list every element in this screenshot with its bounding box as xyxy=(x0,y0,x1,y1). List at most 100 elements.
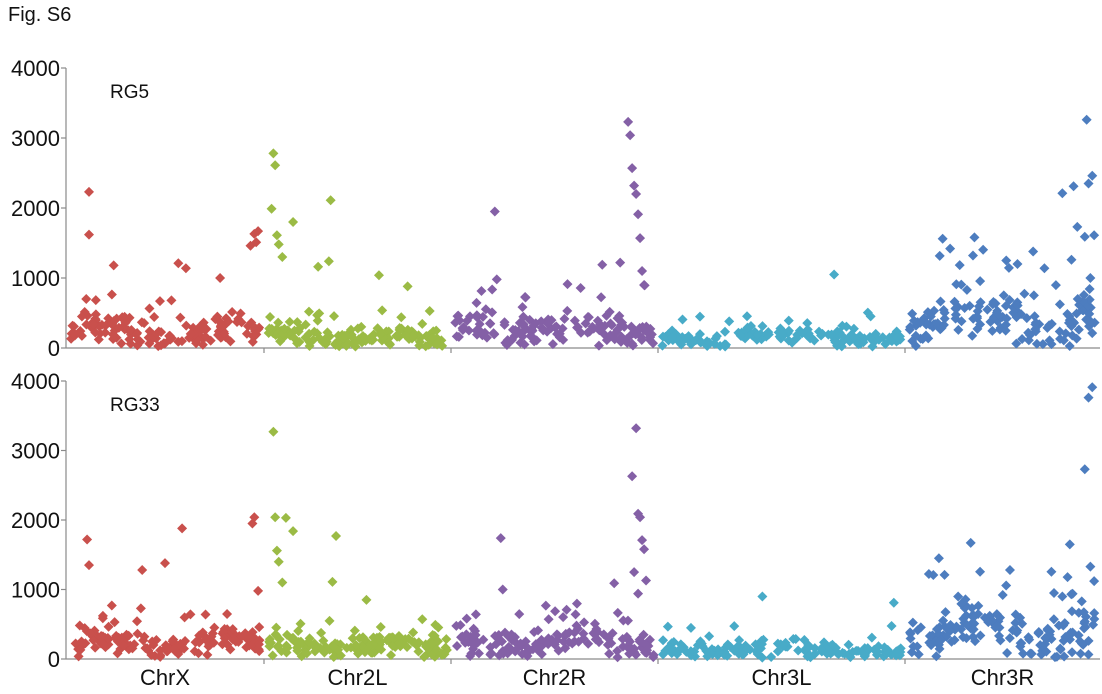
data-point xyxy=(265,312,276,323)
data-point xyxy=(69,329,80,340)
data-point xyxy=(1058,335,1069,346)
data-point xyxy=(427,332,438,343)
data-point xyxy=(839,648,850,659)
data-point xyxy=(461,613,472,624)
data-point xyxy=(219,328,230,339)
data-point xyxy=(1004,633,1015,644)
data-point xyxy=(862,307,873,318)
data-point xyxy=(300,647,311,658)
data-point xyxy=(970,636,981,647)
data-point xyxy=(487,284,498,295)
data-point xyxy=(149,312,160,322)
data-point xyxy=(972,306,983,317)
data-point xyxy=(175,312,186,323)
data-point xyxy=(949,635,960,646)
data-point xyxy=(633,588,644,599)
data-point xyxy=(1011,312,1022,323)
data-point xyxy=(953,324,964,335)
data-point xyxy=(143,332,154,343)
data-point xyxy=(612,607,623,618)
data-point xyxy=(1079,231,1090,242)
data-point xyxy=(484,318,495,329)
data-point xyxy=(1037,339,1048,350)
data-point xyxy=(458,322,469,333)
data-point xyxy=(339,330,350,341)
data-point xyxy=(222,609,233,620)
data-point xyxy=(264,636,275,647)
data-point xyxy=(961,633,972,644)
data-point xyxy=(189,646,200,657)
data-point xyxy=(497,584,508,595)
data-point xyxy=(578,628,589,639)
data-point xyxy=(622,615,633,626)
data-point xyxy=(215,273,226,283)
data-point xyxy=(987,325,998,336)
data-point xyxy=(888,597,899,608)
data-point xyxy=(90,295,101,306)
data-point xyxy=(471,297,482,308)
data-point xyxy=(486,648,497,659)
data-point xyxy=(169,644,180,655)
data-point xyxy=(324,615,335,626)
data-point xyxy=(983,617,994,628)
data-point xyxy=(352,323,363,334)
data-point xyxy=(596,292,607,303)
data-point xyxy=(107,329,118,340)
data-point xyxy=(912,641,923,652)
data-point xyxy=(870,328,881,339)
data-point xyxy=(1078,289,1089,300)
data-point xyxy=(658,635,669,646)
data-point xyxy=(1001,580,1012,591)
data-point xyxy=(662,621,673,632)
data-point xyxy=(933,553,944,564)
data-point xyxy=(271,230,282,241)
data-point xyxy=(1066,606,1077,617)
data-point xyxy=(631,189,642,199)
data-point xyxy=(236,317,247,328)
data-point xyxy=(197,324,208,335)
data-point xyxy=(1059,618,1070,629)
data-point xyxy=(657,340,668,351)
data-point xyxy=(780,637,791,648)
data-point xyxy=(209,622,220,633)
x-category-label: Chr2R xyxy=(523,665,587,690)
data-point xyxy=(597,259,608,270)
data-point xyxy=(561,604,572,615)
data-point xyxy=(1029,311,1040,322)
data-point xyxy=(826,329,837,340)
data-point xyxy=(959,302,970,313)
data-point xyxy=(319,647,330,658)
data-point xyxy=(1087,328,1098,339)
data-point xyxy=(267,650,278,661)
data-point xyxy=(562,305,573,316)
data-point xyxy=(82,534,93,545)
data-point xyxy=(75,644,86,655)
data-point xyxy=(276,646,287,657)
data-point xyxy=(1028,290,1039,301)
data-point xyxy=(177,523,188,534)
data-point xyxy=(1018,648,1029,659)
data-point xyxy=(713,644,724,655)
data-point xyxy=(271,622,282,633)
data-point xyxy=(132,616,143,627)
data-point xyxy=(1004,295,1015,306)
data-point xyxy=(696,336,707,347)
data-point xyxy=(470,609,481,620)
data-point xyxy=(88,319,99,330)
panel-rg5: 0 1000 2000 3000 4000 RG5 xyxy=(11,56,1100,361)
data-point xyxy=(904,324,915,335)
data-point xyxy=(181,320,192,331)
data-point xyxy=(614,310,625,321)
data-point xyxy=(998,290,1009,301)
data-point xyxy=(93,334,104,345)
data-point xyxy=(1085,561,1096,572)
data-point xyxy=(313,261,324,272)
data-point xyxy=(580,318,591,329)
data-point xyxy=(697,641,708,652)
data-point xyxy=(1004,565,1015,576)
data-point xyxy=(729,645,740,656)
figure-label: Fig. S6 xyxy=(8,4,72,26)
data-point xyxy=(489,206,500,217)
data-point xyxy=(1015,612,1026,623)
data-point xyxy=(433,622,444,633)
